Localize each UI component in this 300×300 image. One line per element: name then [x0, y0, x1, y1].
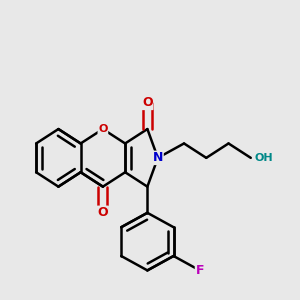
Text: O: O — [98, 206, 108, 219]
Text: OH: OH — [255, 153, 273, 163]
Text: O: O — [98, 124, 108, 134]
Text: N: N — [153, 152, 163, 164]
Text: O: O — [142, 96, 153, 110]
Text: F: F — [196, 264, 204, 277]
